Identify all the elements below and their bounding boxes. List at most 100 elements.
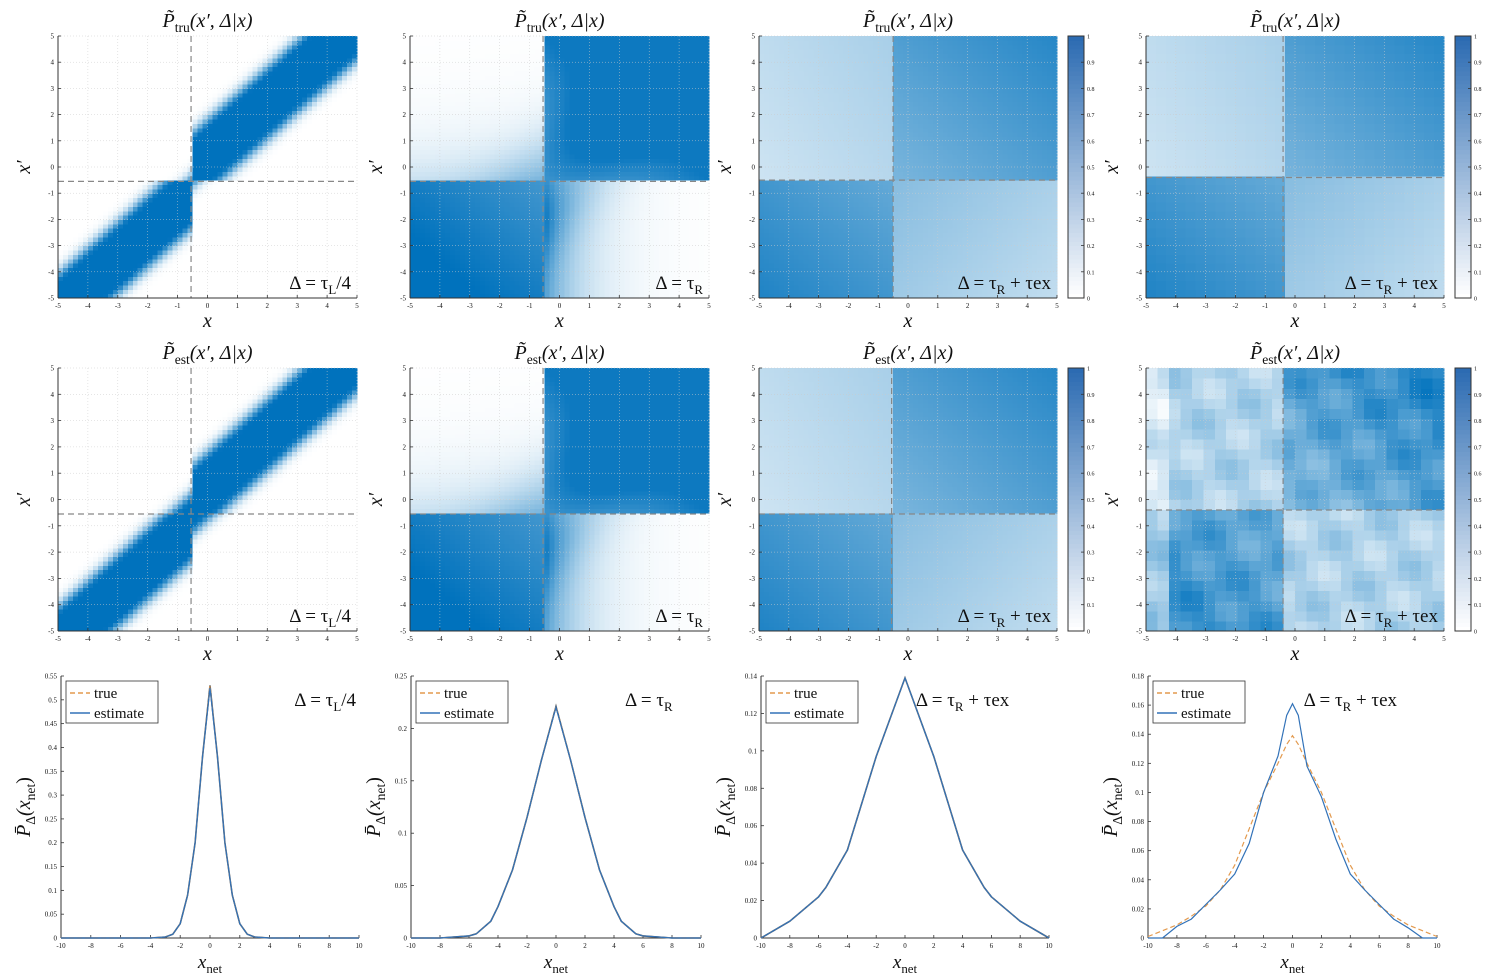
- heatmap-cell: [137, 132, 144, 138]
- heatmap-cell: [479, 92, 486, 98]
- heatmap-cell: [162, 101, 169, 107]
- heatmap-cell: [434, 136, 441, 142]
- heatmap-cell: [217, 206, 224, 212]
- heatmap-cell: [97, 110, 104, 116]
- heatmap-cell: [342, 140, 348, 146]
- heatmap-cell: [202, 162, 209, 168]
- heatmap-cell: [212, 105, 219, 111]
- heatmap-cell: [429, 263, 436, 269]
- heatmap-cell: [292, 75, 298, 81]
- heatmap-cell: [494, 236, 501, 242]
- heatmap-cell: [277, 289, 283, 295]
- heatmap-cell: [112, 127, 119, 133]
- heatmap-cell: [514, 75, 521, 81]
- heatmap-cell: [327, 293, 333, 299]
- heatmap-cell: [302, 219, 308, 225]
- heatmap-cell: [474, 210, 481, 216]
- heatmap-cell: [207, 254, 214, 260]
- heatmap-cell: [434, 44, 441, 50]
- heatmap-cell: [267, 284, 273, 290]
- heatmap-cell: [312, 263, 318, 269]
- heatmap-cell: [202, 188, 209, 194]
- heatmap-cell: [499, 241, 506, 247]
- heatmap-cell: [262, 110, 268, 116]
- heatmap-cell: [102, 84, 109, 89]
- heatmap-cell: [474, 175, 481, 181]
- heatmap-cell: [287, 210, 293, 216]
- heatmap-cell: [117, 284, 124, 290]
- heatmap-cell: [242, 162, 248, 168]
- heatmap-cell: [449, 132, 456, 138]
- heatmap-cell: [267, 201, 273, 207]
- heatmap-cell: [72, 114, 79, 120]
- heatmap-cell: [414, 136, 421, 142]
- heatmap-cell: [277, 70, 283, 76]
- heatmap-cell: [172, 118, 179, 124]
- heatmap-cell: [152, 92, 159, 98]
- heatmap-cell: [107, 223, 114, 229]
- heatmap-cell: [302, 79, 308, 85]
- y-tick-label: 2: [51, 111, 55, 119]
- heatmap-cell: [419, 53, 426, 59]
- heatmap-cell: [197, 36, 204, 41]
- heatmap-cell: [157, 276, 164, 282]
- heatmap-cell: [227, 276, 234, 282]
- heatmap-cell: [272, 88, 278, 94]
- heatmap-cell: [137, 215, 144, 220]
- heatmap-cell: [242, 44, 248, 50]
- heatmap-cell: [307, 171, 313, 177]
- heatmap-cell: [444, 215, 451, 220]
- heatmap-cell: [342, 241, 348, 247]
- heatmap-cell: [112, 175, 119, 181]
- heatmap-cell: [509, 53, 516, 59]
- heatmap-cell: [162, 88, 169, 94]
- heatmap-cell: [424, 114, 431, 120]
- heatmap-cell: [322, 162, 328, 168]
- heatmap-cell: [252, 79, 258, 85]
- heatmap-cell: [410, 53, 416, 59]
- heatmap-cell: [117, 62, 124, 68]
- heatmap-cell: [202, 158, 209, 164]
- heatmap-cell: [122, 267, 129, 273]
- heatmap-cell: [262, 88, 268, 94]
- heatmap-cell: [117, 118, 124, 124]
- heatmap-cell: [494, 263, 501, 269]
- heatmap-cell: [262, 289, 268, 295]
- heatmap-cell: [87, 97, 94, 103]
- heatmap-cell: [342, 215, 348, 220]
- heatmap-cell: [434, 263, 441, 269]
- heatmap-cell: [112, 53, 119, 59]
- heatmap-cell: [112, 110, 119, 116]
- heatmap-cell: [202, 254, 209, 260]
- heatmap-cell: [97, 241, 104, 247]
- heatmap-cell: [414, 40, 421, 46]
- heatmap-cell: [107, 36, 114, 41]
- heatmap-cell: [307, 53, 313, 59]
- heatmap-cell: [137, 127, 144, 133]
- heatmap-cell: [424, 162, 431, 168]
- heatmap-cell: [172, 40, 179, 46]
- heatmap-cell: [454, 57, 461, 63]
- heatmap-cell: [62, 158, 69, 164]
- y-tick-label: 3: [51, 85, 55, 93]
- heatmap-cell: [267, 228, 273, 234]
- heatmap-cell: [439, 140, 446, 146]
- heatmap-cell: [282, 223, 288, 229]
- heatmap-cell: [137, 284, 144, 290]
- heatmap-cell: [187, 53, 194, 59]
- heatmap-cell: [479, 140, 486, 146]
- heatmap-cell: [317, 236, 323, 242]
- heatmap-cell: [67, 92, 74, 98]
- heatmap-cell: [127, 158, 134, 164]
- heatmap-cell: [227, 249, 234, 255]
- heatmap-cell: [277, 118, 283, 124]
- heatmap-cell: [434, 158, 441, 164]
- heatmap-cell: [112, 263, 119, 269]
- heatmap-cell: [192, 280, 199, 286]
- heatmap-cell: [232, 228, 238, 234]
- heatmap-cell: [282, 84, 288, 89]
- heatmap-cell: [212, 280, 219, 286]
- heatmap-cell: [322, 267, 328, 273]
- heatmap-cell: [352, 40, 358, 46]
- heatmap-cell: [332, 289, 338, 295]
